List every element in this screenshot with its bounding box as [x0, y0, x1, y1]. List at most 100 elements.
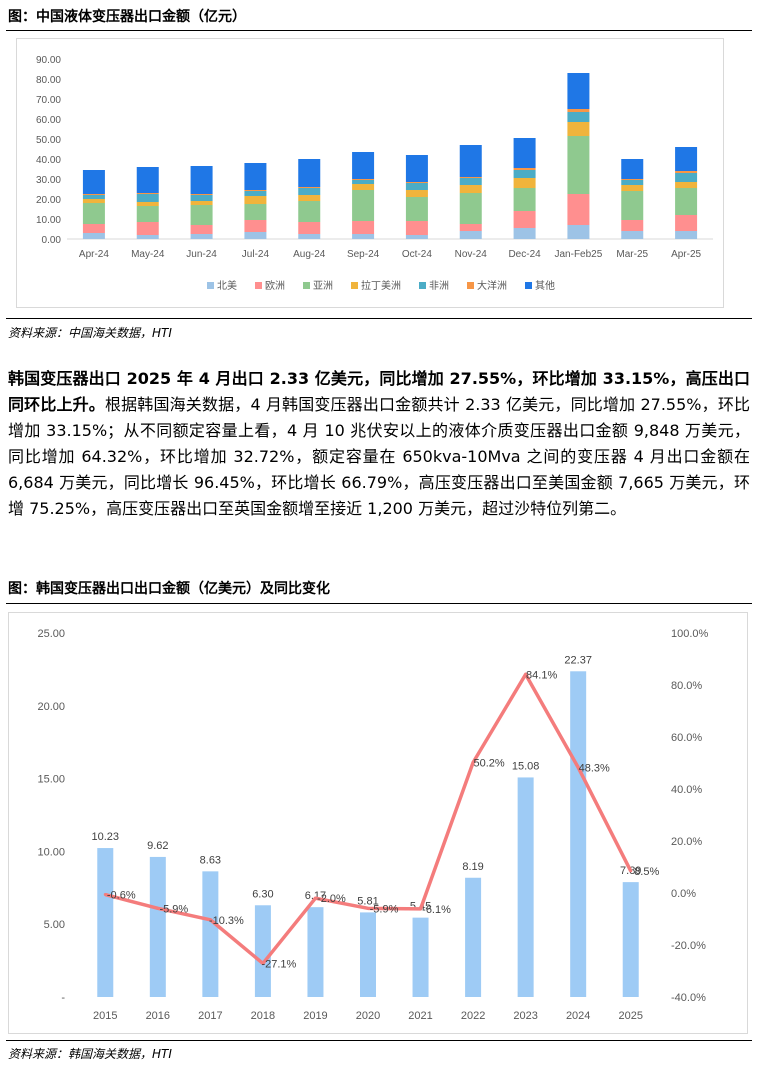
x-tick-label: 2021 [408, 1010, 432, 1022]
bar [517, 777, 534, 997]
analysis-paragraph: 韩国变压器出口 2025 年 4 月出口 2.33 亿美元，同比增加 27.55… [8, 366, 750, 522]
y-tick-label: 40.00 [36, 155, 61, 166]
x-tick-label: 2015 [93, 1010, 117, 1022]
figure1-title: 图：中国液体变压器出口金额（亿元） [8, 9, 246, 25]
bar-segment [621, 179, 644, 180]
bar [202, 871, 219, 997]
line-value-label: -6.1% [422, 904, 451, 916]
figure1-chart-box: 0.00 10.00 20.00 30.00 40.00 50.00 60.00 70.00 8… [16, 38, 724, 308]
x-tick-label: Oct-24 [402, 249, 432, 260]
x-tick-label: 2025 [618, 1010, 642, 1022]
y-tick-label: 30.00 [36, 175, 61, 186]
bar-segment [82, 199, 105, 203]
bar-segment [352, 179, 375, 180]
bar-segment [405, 182, 428, 183]
bar-segment [352, 234, 375, 239]
bar-segment [298, 234, 321, 239]
bar-segment [244, 163, 267, 190]
bar-segment [352, 180, 375, 184]
y-tick-label: 80.00 [36, 75, 61, 86]
bar-segment [82, 194, 105, 195]
y-tick-label: 90.00 [36, 55, 61, 66]
line-value-label: 48.3% [579, 762, 610, 774]
bar-segment [621, 159, 644, 179]
bar-segment [675, 147, 698, 171]
y-tick-label: 20.00 [36, 195, 61, 206]
bar-segment [244, 220, 267, 232]
x-tick-label: Sep-24 [347, 249, 380, 260]
bar-segment [82, 224, 105, 233]
legend-label: 大洋洲 [477, 279, 507, 292]
bar-segment [136, 167, 159, 193]
bar-segment [405, 235, 428, 239]
y-tick-label: 50.00 [36, 135, 61, 146]
bar-segment [405, 221, 428, 235]
paragraph-body: 根据韩国海关数据，4 月韩国变压器出口金额共计 2.33 亿美元，同比增加 27… [8, 395, 750, 518]
bar-segment [621, 191, 644, 220]
legend-swatch [255, 282, 262, 289]
legend-swatch [207, 282, 214, 289]
bar-segment [675, 171, 698, 173]
bar-segment [405, 155, 428, 182]
x-tick-label: Dec-24 [508, 249, 541, 260]
y-right-tick-label: 40.0% [671, 784, 702, 796]
bar-segment [675, 182, 698, 188]
bar-segment [298, 222, 321, 234]
y-right-tick-label: 0.0% [671, 888, 696, 900]
line-value-label: -5.9% [370, 903, 399, 915]
figure2-top-rule [6, 603, 752, 604]
line-value-label: -10.3% [209, 915, 244, 927]
bar-segment [190, 234, 213, 239]
bar-value-label: 10.23 [92, 831, 120, 843]
bar-segment [621, 231, 644, 239]
figure2-bottom-rule [6, 1040, 752, 1041]
bar-segment [298, 188, 321, 195]
figure2-source: 资料来源：韩国海关数据，HTI [8, 1047, 172, 1061]
bar-segment [190, 225, 213, 234]
legend-swatch [303, 282, 310, 289]
x-tick-label: 2020 [356, 1010, 380, 1022]
y-right-tick-label: 60.0% [671, 732, 702, 744]
bar-segment [298, 201, 321, 222]
bar-segment [352, 184, 375, 190]
line-value-label: 50.2% [473, 757, 504, 769]
line-point [156, 906, 160, 910]
bar-segment [244, 232, 267, 239]
line-point [471, 760, 475, 764]
legend-label: 非洲 [429, 280, 449, 292]
bar-segment [82, 203, 105, 224]
bar-segment [136, 202, 159, 206]
y-right-tick-label: -40.0% [671, 992, 706, 1004]
bar-segment [675, 215, 698, 231]
line-point [261, 961, 265, 965]
x-tick-label: 2018 [251, 1010, 275, 1022]
bar-segment [298, 195, 321, 201]
y-right-tick-label: -20.0% [671, 940, 706, 952]
y-right-tick-label: 80.0% [671, 680, 702, 692]
y-tick-label: 0.00 [42, 235, 62, 246]
x-tick-label: 2022 [461, 1010, 485, 1022]
bar-segment [82, 170, 105, 194]
bar-segment [352, 221, 375, 234]
bar-segment [136, 193, 159, 194]
bar [307, 907, 324, 997]
bar-segment [513, 178, 536, 188]
x-tick-label: Jul-24 [242, 249, 270, 260]
bar-segment [82, 233, 105, 239]
bar [465, 877, 482, 997]
line-value-label: -0.6% [107, 890, 136, 902]
x-tick-label: Jun-24 [186, 249, 217, 260]
bar-segment [190, 166, 213, 194]
legend-label: 欧洲 [265, 280, 285, 292]
figure1-source: 资料来源：中国海关数据，HTI [8, 326, 172, 340]
figure1-bottom-rule [6, 318, 752, 319]
bar-segment [621, 180, 644, 185]
bar-segment [190, 205, 213, 225]
y-left-tick-label: 20.00 [37, 701, 65, 713]
bar-segment [621, 220, 644, 231]
bar-segment [82, 195, 105, 199]
bar-segment [567, 122, 590, 136]
bar-segment [567, 73, 590, 109]
bar-segment [244, 204, 267, 220]
line-point [208, 918, 212, 922]
